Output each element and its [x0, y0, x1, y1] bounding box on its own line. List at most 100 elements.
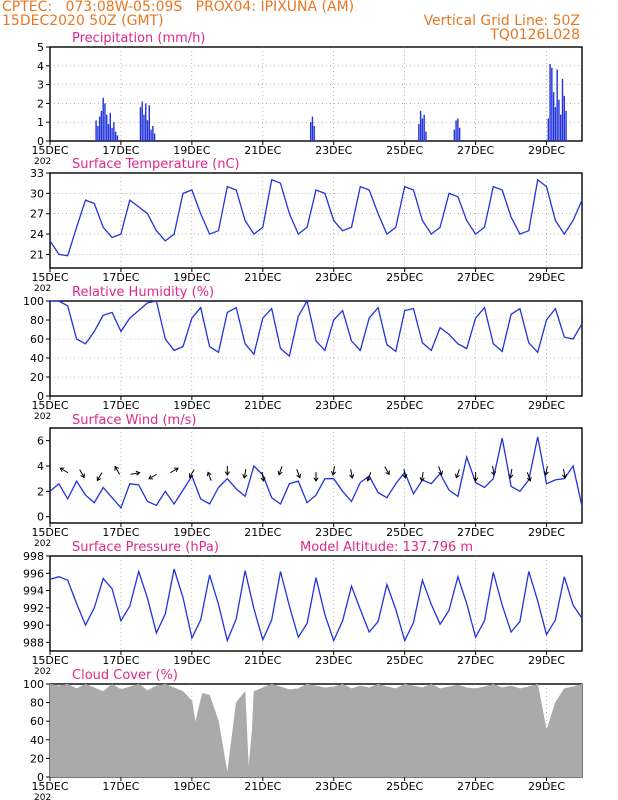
temp-xtick-label: 23DEC	[315, 271, 352, 284]
wind-arrow	[491, 465, 497, 476]
precip-bar	[313, 125, 315, 141]
precip-bar	[558, 99, 560, 141]
wind-arrow-head	[419, 477, 425, 482]
wind-arrow	[438, 466, 444, 476]
wind-arrow	[188, 469, 195, 479]
wind-arrow-head	[260, 477, 266, 482]
pres-ytick-label: 988	[23, 636, 44, 649]
precip-bar	[109, 112, 112, 141]
wind-arrow-shaft	[79, 469, 85, 478]
wind-arrow-shaft	[350, 468, 353, 479]
pres-ytick-label: 990	[23, 619, 44, 632]
wind-arrow-shaft	[562, 468, 566, 479]
precip-ytick-label: 5	[37, 41, 44, 54]
wind-arrow-shaft	[243, 468, 247, 479]
wind-arrow-head	[385, 470, 390, 476]
wind-arrow-head	[296, 473, 302, 479]
pres-ytick-label: 996	[23, 567, 44, 580]
temp-xtick-label: 17DEC	[102, 271, 139, 284]
temp-line	[49, 178, 583, 257]
wind-arrow	[242, 468, 248, 479]
wind-arrow	[148, 473, 158, 480]
precip-ytick-label: 0	[37, 135, 44, 148]
wind-line	[49, 436, 583, 510]
precip-bar	[418, 124, 420, 141]
wind-arrow-shaft	[509, 468, 513, 479]
header-model-id: TQ0126L028	[490, 27, 580, 43]
temp-xtick-label: 19DEC	[173, 271, 210, 284]
precip-bar	[141, 101, 143, 141]
wind-arrow-head	[526, 476, 532, 482]
wind-arrow	[454, 469, 460, 479]
wind-arrow-shaft	[526, 472, 531, 481]
pres-ytick-label: 994	[23, 585, 44, 598]
cloud-ytick-label: 80	[30, 697, 44, 710]
temp-year-label: 202	[34, 284, 51, 294]
rh-title: Relative Humidity (%)	[72, 285, 214, 300]
wind-arrow-shaft	[384, 466, 390, 475]
wind-arrow	[224, 466, 230, 476]
wind-arrow-shaft	[169, 467, 179, 474]
wind-arrow-shaft	[207, 472, 212, 481]
precip-bar	[551, 67, 553, 141]
wind-xtick-label: 21DEC	[244, 526, 281, 539]
precip-bar	[146, 120, 149, 141]
wind-arrow-head	[438, 470, 444, 476]
pres-xtick-label: 21DEC	[244, 654, 281, 667]
precip-bar	[419, 110, 422, 141]
cloud-ytick-label: 60	[30, 715, 44, 728]
wind-arrow-head	[473, 477, 479, 482]
cloud-xtick-label: 15DEC	[31, 780, 68, 793]
temp-xtick-label: 15DEC	[31, 271, 68, 284]
wind-arrow-head	[80, 473, 85, 479]
wind-arrow	[384, 466, 390, 476]
rh-xtick-label: 17DEC	[102, 399, 139, 412]
cloud-ytick-label: 100	[23, 678, 44, 691]
pres-xtick-label: 29DEC	[528, 654, 565, 667]
wind-arrow-head	[402, 474, 408, 479]
wind-arrow-head	[313, 477, 319, 482]
wind-ytick-label: 2	[37, 485, 44, 498]
wind-arrow	[330, 465, 337, 476]
wind-arrow-head	[508, 474, 514, 479]
cloud-xtick-label: 21DEC	[244, 780, 281, 793]
precip-ytick-label: 3	[37, 79, 44, 92]
wind-arrow	[349, 468, 355, 479]
pres-xtick-label: 25DEC	[386, 654, 423, 667]
cloud-xtick-label: 19DEC	[173, 780, 210, 793]
wind-frame	[49, 427, 583, 524]
wind-arrow-shaft	[148, 473, 158, 480]
wind-arrow-head	[206, 471, 212, 477]
pres-xtick-label: 23DEC	[315, 654, 352, 667]
cloud-ytick-label: 20	[30, 752, 44, 765]
precip-bar	[423, 114, 425, 141]
precip-bar	[97, 125, 99, 141]
cloud-xtick-label: 25DEC	[386, 780, 423, 793]
pres-year-label: 202	[34, 667, 51, 677]
pres-ytick-label: 992	[23, 602, 44, 615]
precip-bar	[549, 63, 551, 141]
precip-bar	[107, 124, 110, 141]
precip-bar	[554, 107, 557, 141]
precip-bar	[95, 120, 97, 141]
wind-arrow	[130, 470, 141, 476]
temp-xtick-label: 29DEC	[528, 271, 565, 284]
wind-arrow-head	[366, 476, 372, 482]
wind-arrow-head	[242, 474, 248, 479]
precip-xtick-label: 27DEC	[457, 144, 494, 157]
precip-xtick-label: 29DEC	[528, 144, 565, 157]
precip-title: Precipitation (mm/h)	[72, 31, 205, 46]
wind-arrow-head	[561, 474, 568, 479]
wind-arrow-shaft	[278, 466, 283, 475]
temp-xtick-label: 21DEC	[244, 271, 281, 284]
precip-bar	[565, 110, 567, 141]
precip-bar	[148, 105, 151, 141]
precip-bar	[106, 114, 108, 141]
wind-arrow-head	[96, 476, 102, 482]
wind-arrow	[402, 468, 408, 479]
wind-arrow-shaft	[545, 465, 548, 476]
wind-xtick-label: 29DEC	[528, 526, 565, 539]
rh-ytick-label: 0	[37, 390, 44, 403]
wind-arrow-head	[114, 465, 119, 471]
rh-xtick-label: 23DEC	[315, 399, 352, 412]
